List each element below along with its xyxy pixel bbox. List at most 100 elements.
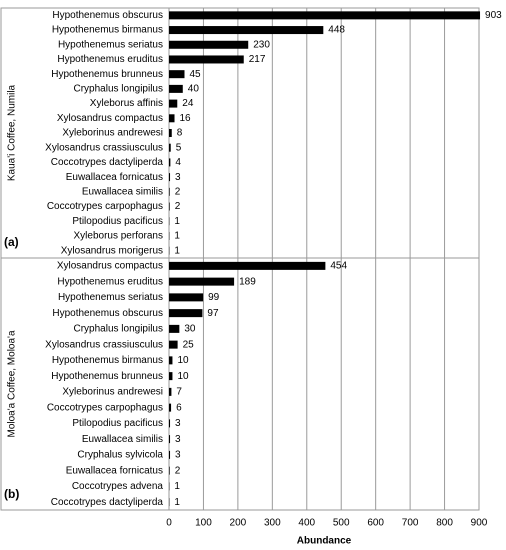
value-label: 7 (176, 387, 182, 398)
y-tick-label: Hypothenemus birmanus (52, 355, 163, 366)
value-label: 25 (183, 339, 195, 350)
bar (169, 309, 203, 318)
y-tick-label: Hypothenemus obscurus (52, 308, 163, 319)
y-tick-label: Euwallacea similis (82, 186, 163, 197)
y-tick-label: Hypothenemus birmanus (52, 25, 163, 36)
bar (169, 143, 171, 152)
value-label: 454 (330, 261, 347, 272)
bar (169, 419, 171, 428)
value-label: 1 (174, 245, 180, 256)
bar (169, 129, 172, 137)
bar (169, 435, 171, 444)
bar (169, 356, 173, 365)
y-tick-label: Hypothenemus eruditus (57, 276, 163, 287)
y-tick-label: Hypothenemus brunneus (51, 69, 163, 80)
value-label: 30 (184, 324, 196, 335)
value-label: 10 (177, 355, 189, 366)
bar (169, 187, 170, 196)
value-label: 3 (175, 418, 181, 429)
bar (169, 340, 178, 349)
value-label: 2 (175, 186, 181, 197)
y-tick-label: Xylosandrus compactus (57, 261, 163, 272)
y-tick-label: Coccotrypes carpophagus (47, 402, 163, 413)
y-tick-label: Hypothenemus seriatus (58, 292, 163, 303)
bar (169, 99, 178, 108)
value-label: 8 (177, 128, 183, 139)
bar (169, 293, 204, 302)
value-label: 16 (180, 113, 192, 124)
bar (169, 55, 244, 64)
y-tick-label: Cryphalus sylvicola (77, 450, 163, 461)
y-tick-label: Xylosandrus crassiusculus (45, 339, 163, 350)
value-label: 1 (174, 481, 180, 492)
bar (169, 324, 180, 333)
y-tick-label: Xylosandrus morigerus (61, 245, 163, 256)
value-label: 4 (175, 157, 181, 168)
value-label: 1 (174, 216, 180, 227)
value-label: 97 (207, 308, 219, 319)
value-label: 2 (175, 201, 181, 212)
value-label: 2 (175, 465, 181, 476)
y-tick-label: Ptilopodius pacificus (72, 418, 163, 429)
value-label: 45 (190, 69, 202, 80)
y-tick-label: Coccotrypes advena (72, 481, 164, 492)
value-label: 40 (188, 84, 200, 95)
bar (169, 70, 185, 79)
bar (169, 158, 171, 167)
bar (169, 466, 170, 475)
y-tick-label: Euwallacea fornicatus (66, 172, 163, 183)
bar (169, 450, 171, 459)
bar (169, 11, 481, 20)
value-label: 3 (175, 172, 181, 183)
y-tick-label: Xyleborus perforans (74, 231, 164, 242)
y-tick-label: Euwallacea similis (82, 434, 163, 445)
bar (169, 372, 173, 381)
y-tick-label: Ptilopodius pacificus (72, 216, 163, 227)
y-tick-label: Coccotrypes carpophagus (47, 201, 163, 212)
x-tick-label: 900 (471, 518, 488, 529)
value-label: 3 (175, 450, 181, 461)
x-tick-label: 800 (436, 518, 453, 529)
value-label: 1 (174, 497, 180, 508)
y-tick-label: Euwallacea fornicatus (66, 465, 163, 476)
value-label: 99 (208, 292, 220, 303)
value-label: 3 (175, 434, 181, 445)
x-axis-label: Abundance (297, 536, 352, 547)
x-tick-label: 0 (166, 518, 172, 529)
y-tick-label: Cryphalus longipilus (74, 324, 164, 335)
y-tick-label: Coccotrypes dactyliperda (51, 497, 164, 508)
y-tick-label: Coccotrypes dactyliperda (51, 157, 164, 168)
x-tick-label: 300 (264, 518, 281, 529)
bar (169, 403, 172, 412)
x-tick-label: 700 (402, 518, 419, 529)
y-tick-label: Hypothenemus seriatus (58, 39, 163, 50)
bar (169, 387, 172, 396)
value-label: 24 (182, 98, 194, 109)
y-tick-label: Xyleborinus andrewesi (62, 128, 163, 139)
y-tick-label: Hypothenemus eruditus (57, 54, 163, 65)
panel-label: (a) (4, 235, 19, 249)
bar (169, 114, 175, 123)
value-label: 230 (253, 39, 270, 50)
x-tick-label: 600 (367, 518, 384, 529)
bar (169, 261, 326, 270)
bar (169, 84, 183, 93)
bar (169, 26, 324, 35)
value-label: 6 (176, 402, 182, 413)
y-tick-label: Hypothenemus brunneus (51, 371, 163, 382)
bar (169, 277, 235, 286)
x-tick-label: 500 (333, 518, 350, 529)
bar (169, 202, 170, 211)
y-tick-label: Xyleborinus andrewesi (62, 387, 163, 398)
y-axis-label: Kaua'i Coffee, Numila (7, 84, 18, 181)
bar (169, 40, 249, 49)
x-tick-label: 200 (230, 518, 247, 529)
bar (169, 173, 171, 182)
value-label: 5 (176, 142, 182, 153)
y-tick-label: Hypothenemus obscurus (52, 10, 163, 21)
value-label: 448 (328, 25, 345, 36)
value-label: 1 (174, 231, 180, 242)
y-axis-label: Moloa'a Coffee, Moloa'a (7, 330, 18, 437)
y-tick-label: Cryphalus longipilus (74, 84, 164, 95)
